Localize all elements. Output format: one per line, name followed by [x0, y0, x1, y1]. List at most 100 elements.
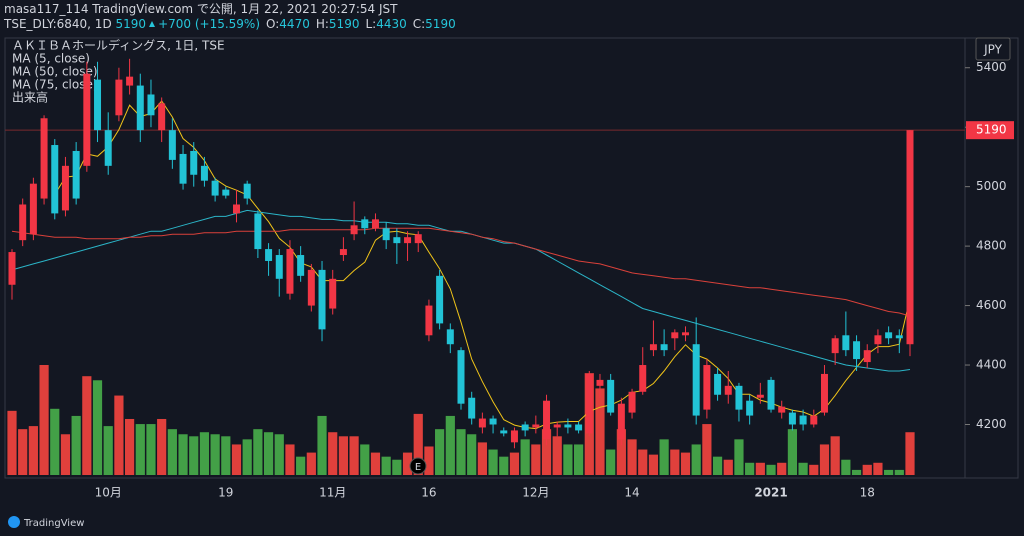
- candle-body: [543, 400, 551, 440]
- volume-bar: [873, 462, 883, 475]
- volume-bar: [509, 452, 520, 475]
- candle-body: [190, 150, 198, 175]
- volume-bar: [755, 462, 765, 475]
- candle-body: [532, 424, 540, 428]
- volume-bar: [231, 444, 242, 475]
- x-tick-label: 12月: [522, 486, 549, 500]
- volume-bar: [50, 408, 60, 475]
- volume-bar: [125, 418, 135, 475]
- candle-body: [682, 332, 689, 336]
- volume-bar: [520, 439, 530, 475]
- ohlc-value: 5190: [425, 17, 456, 31]
- publisher: masa117_114 TradingView.com で公開, 1月 22, …: [4, 2, 398, 16]
- candle-body: [457, 350, 465, 404]
- volume-bar: [745, 462, 755, 475]
- volume-bar: [263, 432, 274, 475]
- candle-body: [649, 344, 657, 351]
- volume-bar: [392, 459, 402, 475]
- ohlc-label: O:: [266, 17, 280, 31]
- candle-body: [671, 332, 679, 339]
- candle-body: [628, 391, 636, 413]
- volume-bar: [787, 429, 797, 475]
- volume-bar: [381, 456, 391, 475]
- event-marker: [409, 457, 427, 475]
- candle-body: [436, 275, 444, 324]
- x-tick-label: 16: [421, 486, 436, 500]
- volume-bar: [253, 429, 263, 475]
- ohlc-label: L:: [365, 17, 377, 31]
- candle-body: [510, 430, 518, 443]
- volume-bar: [103, 426, 113, 475]
- volume-bar: [189, 436, 199, 475]
- candle-body: [703, 365, 711, 410]
- candle-body: [318, 269, 326, 330]
- volume-bar: [445, 415, 455, 475]
- volume-bar: [285, 444, 295, 475]
- volume-bar: [574, 444, 584, 475]
- candle-body: [115, 79, 123, 116]
- x-tick-label: 10月: [95, 486, 122, 500]
- volume-bar: [894, 469, 904, 475]
- volume-bar: [467, 434, 477, 475]
- candle-body: [40, 118, 48, 199]
- candle-body: [147, 94, 155, 116]
- candle-body: [179, 153, 187, 184]
- candle-body: [895, 335, 903, 339]
- volume-bar: [595, 388, 605, 475]
- ma-line: [11, 227, 911, 317]
- candle-body: [72, 150, 80, 199]
- volume-bar: [296, 456, 306, 475]
- volume-bar: [317, 415, 327, 475]
- volume-bar: [819, 444, 830, 475]
- chart-title: ＡＫＩＢＡホールディングス, 1日, TSE: [12, 38, 225, 53]
- volume-bar: [488, 449, 498, 475]
- volume-bar: [680, 452, 691, 475]
- volume-bar: [338, 436, 348, 475]
- up-arrow: [149, 21, 156, 27]
- candle-body: [831, 338, 839, 354]
- x-tick-label: 14: [624, 486, 639, 500]
- volume-bar: [60, 434, 71, 475]
- candle-body: [820, 373, 828, 413]
- volume-bar: [456, 429, 466, 475]
- x-tick-label: 18: [860, 486, 875, 500]
- volume-bar: [306, 452, 316, 475]
- volume-bar: [328, 432, 338, 475]
- candle-body: [778, 406, 786, 413]
- candle-body: [104, 130, 112, 166]
- candle-body: [468, 397, 476, 419]
- candle-body: [714, 373, 722, 395]
- volume-bar: [552, 436, 562, 475]
- candle-body: [746, 400, 754, 416]
- candle-body: [660, 344, 668, 351]
- candle-body: [243, 183, 251, 199]
- candle-body: [83, 73, 91, 166]
- ohlc: O:4470 H:5190 L:4430 C:5190: [260, 17, 456, 31]
- candle-body: [489, 418, 497, 425]
- candle-body: [478, 418, 486, 428]
- ma-line: [54, 100, 911, 430]
- volume-bar: [616, 429, 626, 475]
- volume-bar: [563, 444, 573, 475]
- volume-bar: [723, 459, 733, 475]
- ohlc-value: 4430: [376, 17, 407, 31]
- footer-logo: TradingView: [8, 516, 84, 529]
- legend-entry: MA (50, close): [12, 65, 98, 79]
- candle-body: [350, 225, 358, 235]
- volume-bar: [606, 449, 616, 475]
- candle-body: [404, 237, 412, 244]
- volume-bar: [691, 444, 701, 475]
- candle-body: [585, 373, 593, 434]
- volume-bar: [809, 464, 819, 475]
- volume-bar: [477, 442, 487, 475]
- candle-body: [414, 234, 422, 244]
- volume-bar: [670, 449, 680, 475]
- candle-body: [863, 350, 871, 363]
- ohlc-value: 5190: [328, 17, 360, 31]
- volume-bar: [221, 436, 231, 475]
- volume-bar: [884, 469, 894, 475]
- candle-body: [275, 255, 283, 279]
- volume-bar: [146, 424, 156, 475]
- candle-body: [500, 430, 508, 434]
